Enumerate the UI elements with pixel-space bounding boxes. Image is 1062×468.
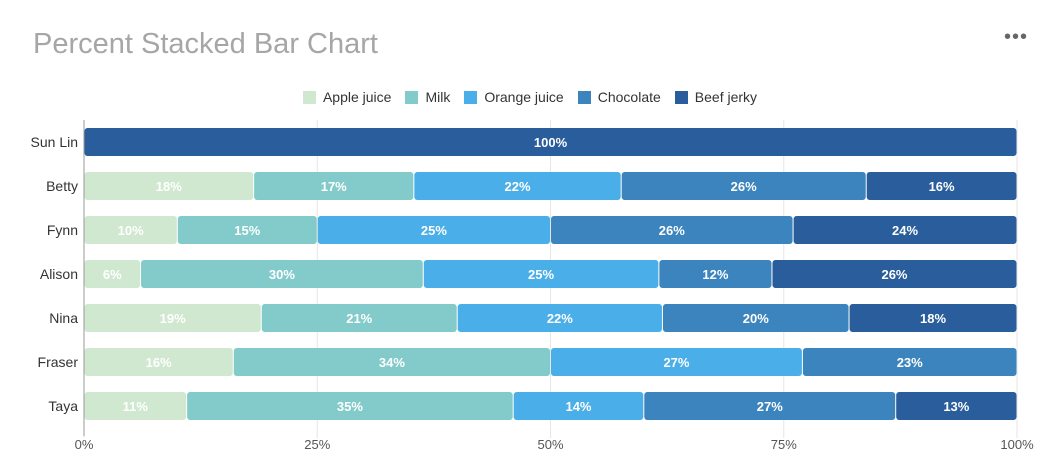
data-label: 35% <box>337 399 363 414</box>
bar-segment[interactable] <box>233 348 550 376</box>
data-label: 22% <box>547 311 573 326</box>
bar-segment[interactable] <box>141 260 423 288</box>
legend-item[interactable]: Beef jerky <box>674 89 758 105</box>
bar-segment[interactable] <box>849 304 1017 332</box>
bar-segment[interactable] <box>84 172 254 200</box>
data-label: 16% <box>146 355 172 370</box>
data-label: 22% <box>504 179 530 194</box>
bar-segment[interactable] <box>261 304 457 332</box>
more-options-icon[interactable]: ••• <box>1004 26 1029 48</box>
chart-title: Percent Stacked Bar Chart <box>33 28 378 60</box>
bar-segment[interactable] <box>551 216 793 244</box>
y-tick-label: Alison <box>40 266 78 282</box>
legend-label: Orange juice <box>484 89 564 105</box>
chart-legend: Apple juice Milk Orange juice Chocolate Beef… <box>0 89 1062 105</box>
bar-segment[interactable] <box>84 304 261 332</box>
x-tick-label: 100% <box>1000 437 1034 452</box>
data-label: 10% <box>118 223 144 238</box>
x-tick-label: 0% <box>75 437 94 452</box>
data-label: 20% <box>743 311 769 326</box>
legend-swatch <box>405 90 419 104</box>
data-label: 21% <box>346 311 372 326</box>
legend-label: Beef jerky <box>694 89 758 105</box>
bar-segment[interactable] <box>84 348 233 376</box>
legend-item[interactable]: Chocolate <box>577 89 661 105</box>
data-label: 11% <box>123 399 149 414</box>
x-tick-label: 75% <box>771 437 797 452</box>
data-label: 26% <box>881 267 907 282</box>
data-label: 14% <box>565 399 591 414</box>
data-label: 18% <box>920 311 946 326</box>
y-tick-label: Sun Lin <box>31 134 78 150</box>
legend-item[interactable]: Milk <box>405 89 450 105</box>
data-label: 30% <box>269 267 295 282</box>
bar-segment[interactable] <box>772 260 1017 288</box>
data-label: 19% <box>160 311 186 326</box>
bar-segment[interactable] <box>84 216 177 244</box>
data-label: 23% <box>897 355 923 370</box>
bar-segment[interactable] <box>84 260 141 288</box>
y-tick-label: Nina <box>49 310 78 326</box>
legend-swatch <box>674 90 688 104</box>
data-label: 25% <box>421 223 447 238</box>
bar-segment[interactable] <box>317 216 550 244</box>
bar-segment[interactable] <box>177 216 317 244</box>
data-label: 24% <box>892 223 918 238</box>
data-label: 27% <box>757 399 783 414</box>
bar-segment[interactable] <box>793 216 1017 244</box>
bar-segment[interactable] <box>659 260 772 288</box>
legend-label: Milk <box>425 89 451 105</box>
legend-item[interactable]: Orange juice <box>464 89 564 105</box>
bar-segment[interactable] <box>896 392 1017 420</box>
bar-segment[interactable] <box>802 348 1017 376</box>
x-tick-label: 25% <box>304 437 330 452</box>
data-label: 27% <box>663 355 689 370</box>
legend-swatch <box>302 90 316 104</box>
data-label: 34% <box>379 355 405 370</box>
data-label: 26% <box>731 179 757 194</box>
y-tick-label: Fraser <box>38 354 79 370</box>
bar-segment[interactable] <box>423 260 659 288</box>
y-tick-label: Betty <box>46 178 78 194</box>
legend-item[interactable]: Apple juice <box>302 89 392 105</box>
bar-segment[interactable] <box>414 172 621 200</box>
data-label: 6% <box>103 267 122 282</box>
bar-segment[interactable] <box>457 304 662 332</box>
legend-swatch <box>464 90 478 104</box>
legend-label: Chocolate <box>597 89 661 105</box>
bar-segment[interactable] <box>551 348 802 376</box>
data-label: 12% <box>702 267 728 282</box>
data-label: 17% <box>321 179 347 194</box>
bar-segment[interactable] <box>84 392 187 420</box>
data-label: 18% <box>156 179 182 194</box>
data-label: 25% <box>528 267 554 282</box>
data-label: 16% <box>929 179 955 194</box>
bar-segment[interactable] <box>866 172 1017 200</box>
y-tick-label: Fynn <box>47 222 78 238</box>
data-label: 13% <box>943 399 969 414</box>
bar-segment[interactable] <box>254 172 414 200</box>
bar-segment[interactable] <box>84 128 1017 156</box>
bar-segment[interactable] <box>621 172 866 200</box>
data-label: 15% <box>234 223 260 238</box>
legend-swatch <box>577 90 591 104</box>
x-tick-label: 50% <box>537 437 563 452</box>
legend-label: Apple juice <box>322 89 392 105</box>
y-tick-label: Taya <box>48 398 78 414</box>
data-label: 100% <box>534 135 568 150</box>
bar-segment[interactable] <box>513 392 644 420</box>
bar-segment[interactable] <box>662 304 849 332</box>
bar-segment[interactable] <box>644 392 896 420</box>
data-label: 26% <box>659 223 685 238</box>
bar-segment[interactable] <box>187 392 513 420</box>
